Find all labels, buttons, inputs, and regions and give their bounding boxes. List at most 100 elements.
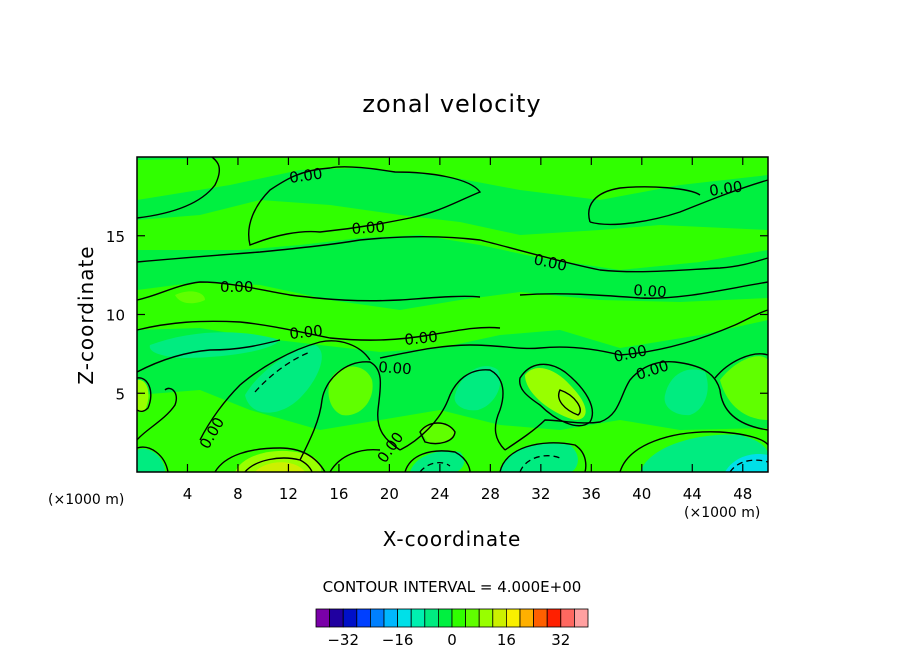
x-tick-label: 36: [582, 485, 601, 503]
contour-neg-2: [519, 455, 561, 473]
contour-17: [558, 389, 581, 416]
colorbar-swatch: [478, 608, 494, 628]
svg-text:0.00: 0.00: [378, 358, 413, 378]
contour-18: [214, 447, 326, 473]
field-band-upper2: [137, 200, 768, 270]
contour-4: [588, 186, 701, 223]
x-tick-label: 4: [183, 485, 193, 503]
field-band-upper: [137, 157, 768, 200]
contour-label: 0.00: [633, 281, 668, 301]
x-axis-label: X-coordinate: [383, 527, 522, 551]
y-tick-label: 10: [106, 307, 125, 325]
contour-label: 0.00: [708, 177, 744, 199]
contour-12: [199, 340, 371, 441]
colorbar-ticks: −32 −16 0 16 32: [327, 631, 570, 649]
contour-24: [136, 446, 169, 473]
colorbar-swatch: [465, 608, 480, 628]
colorbar-swatch: [492, 608, 507, 628]
x-tick-label: 28: [481, 485, 500, 503]
x-tick-label: 20: [380, 485, 399, 503]
field-pos-6: [255, 462, 305, 472]
field-neg-2: [454, 366, 501, 411]
colorbar-swatch: [574, 608, 589, 628]
contour-21: [404, 450, 471, 473]
x-tick-label: 48: [733, 485, 752, 503]
field-neg-3: [664, 369, 708, 416]
svg-text:0.00: 0.00: [288, 164, 324, 186]
contour-label: 0.00: [289, 322, 324, 343]
colorbar-tick-label: 32: [551, 631, 570, 649]
y-axis-label: Z-coordinate: [74, 245, 98, 384]
colorbar-tick-label: −32: [327, 631, 359, 649]
chart-title: zonal velocity: [362, 90, 541, 118]
svg-text:0.00: 0.00: [351, 218, 386, 238]
contour-neg-1: [254, 351, 311, 393]
colorbar-swatch: [397, 608, 412, 628]
contour-6: [136, 281, 481, 302]
contour-25: [136, 377, 152, 413]
field-band-mid: [137, 282, 768, 352]
x-tick-label: 16: [329, 485, 348, 503]
svg-text:0.00: 0.00: [289, 322, 324, 343]
contour-neg-4: [419, 461, 451, 473]
colorbar-swatch: [356, 608, 371, 628]
colorbar-swatch: [369, 608, 385, 628]
colorbar-tick-label: 16: [497, 631, 516, 649]
contour-8: [136, 320, 501, 341]
colorbar-swatch: [546, 608, 562, 628]
contour-16: [518, 363, 594, 427]
colorbar-swatch: [560, 608, 575, 628]
x-tick-label: 24: [430, 485, 449, 503]
colorbar-swatch: [315, 608, 331, 628]
svg-text:0.00: 0.00: [404, 328, 439, 349]
field-neg-8: [137, 448, 165, 472]
contour-3: [589, 179, 769, 226]
contour-5: [136, 235, 769, 273]
x-tick-label: 32: [531, 485, 550, 503]
x-unit-left: (×1000 m): [48, 492, 124, 508]
field-pos-3: [720, 356, 768, 420]
field-pos-1: [525, 367, 586, 420]
contour-interval-text: CONTOUR INTERVAL = 4.000E+00: [323, 578, 582, 596]
field-pos-5: [235, 450, 322, 472]
svg-text:0.00: 0.00: [633, 281, 668, 301]
contour-27: [419, 422, 456, 445]
contour-lines-negative: [254, 351, 769, 473]
y-tick-label: 5: [115, 385, 125, 403]
x-tick-label: 8: [233, 485, 243, 503]
contour-neg-3: [729, 459, 769, 473]
contour-label: 0.00: [378, 358, 413, 378]
contour-19: [244, 457, 313, 473]
field-pos-8: [175, 291, 205, 304]
contour-10: [136, 339, 281, 373]
plot-area: 0.00 0.00 0.00 0.00 0.00 0.00 0.00 0.00 …: [106, 156, 769, 503]
field-neg-5: [500, 443, 578, 472]
contour-13: [299, 361, 401, 461]
field-neg-4: [410, 450, 465, 472]
field-pos-7: [137, 379, 149, 412]
colorbar-swatch: [410, 608, 426, 628]
colorbar-swatch: [342, 608, 358, 628]
field-pos-4: [420, 421, 455, 444]
contour-lines: [136, 156, 769, 473]
contour-label: 0.00: [288, 164, 324, 186]
contour-14: [399, 369, 506, 451]
x-tick-label: 12: [279, 485, 298, 503]
contour-15: [504, 361, 769, 451]
field-pos-2: [328, 366, 373, 416]
colorbar-swatch: [505, 608, 521, 628]
x-tick-label: 44: [683, 485, 702, 503]
contour-23: [619, 431, 769, 473]
colorbar-swatch: [437, 608, 453, 628]
contour-label: 0.00: [220, 278, 253, 296]
colorbar-tick-label: 0: [447, 631, 457, 649]
y-axis-label-group: Z-coordinate: [74, 245, 98, 384]
contour-1: [136, 156, 220, 219]
contour-11: [136, 387, 177, 441]
colorbar-tick-label: −16: [382, 631, 414, 649]
colorbar-swatch: [533, 608, 548, 628]
colorbar-swatch: [451, 608, 467, 628]
field-neg-9: [149, 332, 280, 358]
contour-label: 0.00: [351, 218, 386, 238]
